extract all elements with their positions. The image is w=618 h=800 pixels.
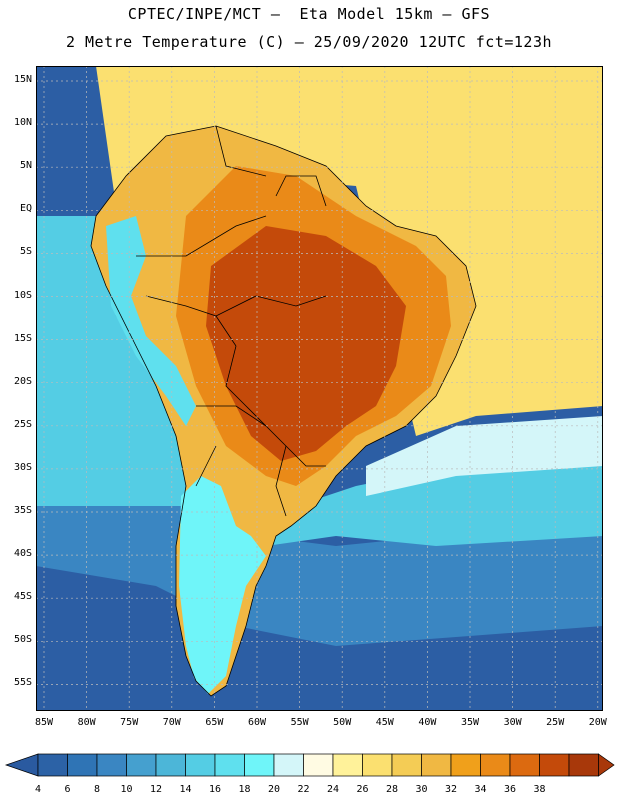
lon-label: 65W bbox=[205, 717, 224, 728]
colorbar-swatch bbox=[391, 753, 422, 777]
lat-label: 40S bbox=[13, 548, 32, 560]
lat-label: 50S bbox=[13, 634, 32, 646]
land-hot-region bbox=[206, 226, 406, 461]
lat-label: 55S bbox=[13, 677, 32, 689]
colorbar-swatch bbox=[539, 753, 570, 777]
colorbar-tick-label: 34 bbox=[474, 784, 487, 795]
ocean-cyan-region bbox=[36, 216, 603, 546]
colorbar-swatch bbox=[126, 753, 157, 777]
colorbar-tick-label: 38 bbox=[533, 784, 546, 795]
colorbar-tick-label: 16 bbox=[208, 784, 222, 795]
lon-label: 40W bbox=[418, 717, 437, 728]
chart-title-line2: 2 Metre Temperature (C) – 25/09/2020 12U… bbox=[65, 33, 553, 51]
lat-label: 5S bbox=[19, 246, 32, 258]
colorbar-swatch bbox=[480, 753, 511, 777]
land-cool-region bbox=[179, 476, 266, 694]
colorbar-under-arrow bbox=[4, 753, 39, 777]
colorbar-tick-label: 26 bbox=[356, 784, 369, 795]
lon-label: 50W bbox=[333, 717, 352, 728]
lat-label: 35S bbox=[13, 505, 32, 516]
lat-label: EQ bbox=[19, 203, 32, 215]
lat-label: 45S bbox=[13, 591, 32, 603]
colorbar-tick-label: 22 bbox=[297, 784, 310, 795]
lat-label: 30S bbox=[13, 461, 32, 473]
colorbar-swatch bbox=[332, 753, 363, 777]
colorbar-tick-label: 32 bbox=[444, 784, 458, 795]
colorbar-swatch bbox=[244, 753, 275, 777]
lat-label: 15N bbox=[13, 74, 32, 85]
lon-label: 60W bbox=[247, 717, 267, 728]
lat-label: 20S bbox=[13, 375, 32, 387]
colorbar-swatch bbox=[214, 753, 245, 777]
colorbar-tick-label: 20 bbox=[267, 784, 281, 795]
lon-label: 35W bbox=[460, 717, 480, 728]
lon-label: 80W bbox=[77, 717, 96, 728]
colorbar-swatch bbox=[67, 753, 98, 777]
colorbar-swatch bbox=[273, 753, 304, 777]
temperature-map bbox=[36, 66, 603, 711]
colorbar-tick-label: 36 bbox=[503, 784, 517, 795]
colorbar-swatch bbox=[568, 753, 599, 777]
country-borders bbox=[90, 125, 477, 697]
colorbar-tick-label: 14 bbox=[179, 784, 192, 795]
colorbar-swatch bbox=[509, 753, 540, 777]
colorbar-tick-label: 30 bbox=[415, 784, 428, 795]
colorbar-tick-label: 4 bbox=[34, 784, 42, 795]
colorbar-over-arrow bbox=[598, 753, 615, 777]
lat-label: 25S bbox=[13, 418, 32, 430]
colorbar-swatch bbox=[421, 753, 452, 777]
colorbar-tick-label: 8 bbox=[93, 784, 101, 795]
colorbar-swatch bbox=[362, 753, 393, 777]
colorbar-tick-label: 18 bbox=[238, 784, 251, 795]
colorbar-swatch bbox=[37, 753, 68, 777]
colorbar-tick-label: 10 bbox=[120, 784, 133, 795]
lon-label: 75W bbox=[120, 717, 139, 728]
ocean-light-region bbox=[366, 416, 603, 496]
lon-label: 20W bbox=[588, 717, 607, 728]
lon-label: 70W bbox=[162, 717, 181, 728]
lat-label: 10S bbox=[13, 289, 32, 301]
lat-label: 5N bbox=[19, 160, 32, 172]
lat-label: 10N bbox=[13, 117, 32, 129]
colorbar-swatch bbox=[303, 753, 334, 777]
lon-label: 85W bbox=[34, 717, 54, 728]
lon-label: 45W bbox=[375, 717, 394, 728]
colorbar-tick-label: 12 bbox=[149, 784, 163, 795]
lon-label: 30W bbox=[503, 717, 522, 728]
chart-title-line1: CPTEC/INPE/MCT – Eta Model 15km – GFS bbox=[127, 5, 491, 23]
colorbar bbox=[4, 753, 615, 777]
colorbar-swatch bbox=[185, 753, 216, 777]
colorbar-swatch bbox=[155, 753, 186, 777]
lon-label: 55W bbox=[290, 717, 309, 728]
colorbar-swatch bbox=[96, 753, 127, 777]
colorbar-swatch bbox=[450, 753, 481, 777]
andes-cool-strip bbox=[106, 216, 196, 426]
lat-label: 15S bbox=[13, 332, 32, 344]
lon-label: 25W bbox=[546, 717, 565, 728]
colorbar-tick-label: 28 bbox=[385, 784, 399, 795]
colorbar-tick-label: 6 bbox=[64, 784, 71, 795]
map-frame bbox=[36, 66, 603, 711]
colorbar-tick-label: 24 bbox=[326, 784, 340, 795]
